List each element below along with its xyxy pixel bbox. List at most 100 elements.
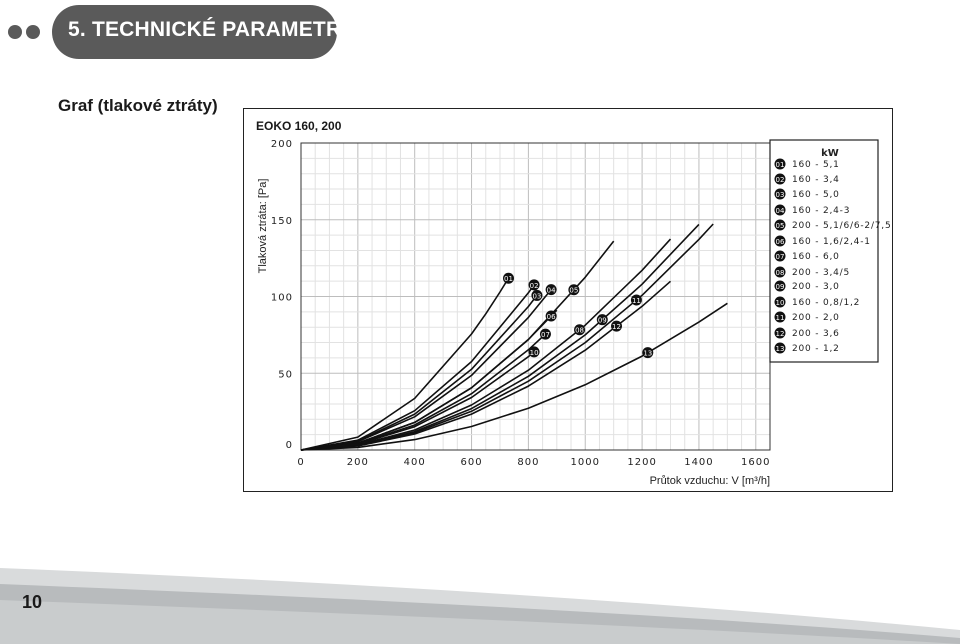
series-marker-07 [539,328,551,340]
x-tick-label: 1000 [571,457,600,468]
y-tick-label: 100 [271,293,293,304]
series-marker-label: 10 [530,349,539,357]
y-tick-label: 150 [271,216,293,227]
series-marker-label: 07 [541,331,550,339]
legend-marker-05 [774,219,786,231]
header-banner [52,5,337,59]
legend-marker-09 [774,280,786,292]
legend-marker-label: 13 [776,345,785,353]
legend-entry: 160 - 6,0 [792,252,840,262]
legend-marker-label: 10 [776,299,785,307]
legend-marker-06 [774,235,786,247]
y-tick-label: 0 [286,440,293,451]
legend-marker-label: 03 [776,191,785,199]
legend-marker-02 [774,173,786,185]
x-tick-label: 1400 [684,457,713,468]
series-line-04 [300,289,552,451]
series-marker-label: 01 [504,275,513,283]
legend-marker-10 [774,296,786,308]
legend-box [769,139,879,363]
pressure-loss-chart: 0 200 400 600 800 1000 1200 1400 160005010015020… [257,139,892,487]
series-marker-label: 02 [530,282,539,290]
x-tick-label: 200 [347,457,369,468]
series-marker-11 [630,294,642,306]
legend-marker-label: 09 [776,283,785,291]
legend-marker-11 [774,311,786,323]
legend-entry: 200 - 3,4/5 [792,268,850,278]
legend-marker-label: 04 [776,207,785,215]
page-number: 10 [22,592,43,612]
series-marker-10 [528,346,540,358]
header-title: 5. TECHNICKÉ PARAMETRY [68,18,355,41]
legend-marker-label: 02 [776,176,785,184]
series-marker-04 [545,284,557,296]
series-line-03 [300,294,538,451]
legend-entry: 160 - 0,8/1,2 [792,298,860,308]
series-marker-label: 03 [532,292,541,300]
series-line-13 [300,302,728,451]
legend-marker-08 [774,266,786,278]
legend-entry: 160 - 2,4-3 [792,206,850,216]
legend-marker-07 [774,250,786,262]
x-tick-label: 600 [460,457,482,468]
legend-marker-label: 12 [776,330,785,338]
legend-entry: 200 - 3,0 [792,282,840,292]
series-marker-03 [531,289,543,301]
series-marker-13 [642,347,654,359]
header-dot-icon [26,25,40,39]
legend-marker-12 [774,327,786,339]
footer-band [0,568,960,644]
series-marker-06 [545,310,557,322]
x-tick-label: 0 [297,457,304,468]
chart-title: EOKO 160, 200 [256,119,342,133]
series-line-01 [300,277,510,451]
series-line-12 [300,280,672,451]
legend-entry: 200 - 5,1/6/6-2/7,5 [792,221,892,231]
y-axis-label: Tlaková ztráta: [Pa] [257,179,269,274]
series-marker-label: 11 [632,297,641,305]
legend-marker-label: 06 [776,238,785,246]
x-tick-label: 800 [517,457,539,468]
legend-title: kW [821,148,839,159]
legend-marker-label: 08 [776,269,785,277]
series-line-10 [300,351,535,451]
series-marker-label: 04 [547,287,556,295]
series-marker-05 [568,284,580,296]
legend-marker-03 [774,188,786,200]
series-marker-label: 13 [643,350,652,358]
series-marker-label: 09 [598,317,607,325]
legend-entry: 160 - 5,0 [792,190,840,200]
legend-marker-label: 05 [776,222,785,230]
series-line-11 [300,223,714,451]
series-marker-12 [611,320,623,332]
series-marker-09 [596,314,608,326]
legend-entry: 160 - 1,6/2,4-1 [792,237,871,247]
legend-marker-13 [774,342,786,354]
section-title: Graf (tlakové ztráty) [58,96,218,115]
x-tick-label: 1600 [741,457,770,468]
series-marker-01 [502,272,514,284]
legend-marker-04 [774,204,786,216]
legend-entry: 200 - 1,2 [792,344,840,354]
y-tick-label: 200 [271,139,293,150]
x-tick-label: 1200 [627,457,656,468]
x-tick-label: 400 [404,457,426,468]
series-marker-02 [528,279,540,291]
legend-entry: 160 - 5,1 [792,160,840,170]
legend-marker-label: 01 [776,161,785,169]
legend-entry: 160 - 3,4 [792,175,840,185]
chart-frame [243,108,893,492]
series-marker-label: 06 [547,313,556,321]
legend-marker-label: 07 [776,253,785,261]
legend-entry: 200 - 2,0 [792,313,840,323]
legend-marker-label: 11 [776,314,785,322]
legend-marker-01 [774,158,786,170]
legend-entry: 200 - 3,6 [792,329,840,339]
series-marker-label: 08 [575,327,584,335]
x-axis-label: Průtok vzduchu: V [m³/h] [650,475,770,487]
series-marker-08 [574,324,586,336]
series-marker-label: 05 [569,287,578,295]
series-marker-label: 12 [612,323,621,331]
header-dot-icon [8,25,22,39]
y-tick-label: 50 [278,369,293,380]
